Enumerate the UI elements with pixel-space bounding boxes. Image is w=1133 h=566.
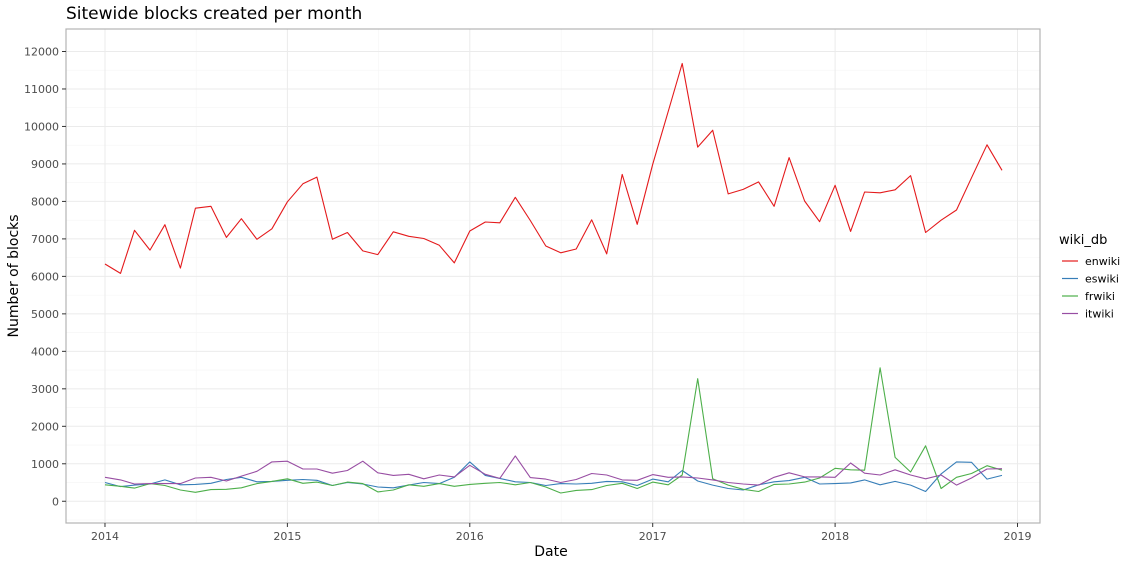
legend-label-eswiki: eswiki: [1085, 273, 1119, 286]
series-lines: [104, 62, 1003, 494]
y-tick-label: 1000: [31, 458, 59, 471]
y-tick-label: 8000: [31, 195, 59, 208]
y-tick-label: 9000: [31, 158, 59, 171]
y-tick-label: 7000: [31, 233, 59, 246]
x-axis-title: Date: [534, 544, 567, 560]
y-tick-label: 3000: [31, 383, 59, 396]
major-gridlines: [66, 29, 1040, 523]
legend: wiki_db enwiki eswiki frwiki itwiki: [1059, 233, 1120, 321]
y-tick-label: 0: [52, 495, 59, 508]
y-tick-label: 10000: [24, 120, 59, 133]
legend-items: enwiki eswiki frwiki itwiki: [1062, 255, 1120, 321]
y-tick-label: 11000: [24, 83, 59, 96]
x-tick-label: 2015: [273, 530, 301, 543]
legend-label-itwiki: itwiki: [1085, 308, 1114, 321]
x-tick-label: 2018: [821, 530, 849, 543]
y-axis-title: Number of blocks: [6, 214, 22, 337]
x-tick-label: 2016: [456, 530, 484, 543]
chart-title: Sitewide blocks created per month: [66, 4, 362, 24]
series-line-eswiki: [104, 461, 1003, 493]
x-axis-ticks: 2014 2015 2016 2017 2018 2019: [91, 523, 1032, 543]
y-tick-label: 6000: [31, 270, 59, 283]
y-axis-ticks: 0 1000 2000 3000 4000 5000 6000 7000 8000 9000 100…: [24, 45, 66, 508]
y-tick-label: 4000: [31, 345, 59, 358]
legend-label-enwiki: enwiki: [1085, 255, 1120, 268]
y-tick-label: 12000: [24, 45, 59, 58]
x-tick-label: 2019: [1004, 530, 1032, 543]
series-line-frwiki: [104, 367, 1003, 494]
y-tick-label: 2000: [31, 420, 59, 433]
series-line-enwiki: [104, 62, 1003, 274]
y-tick-label: 5000: [31, 308, 59, 321]
x-tick-label: 2017: [639, 530, 667, 543]
legend-label-frwiki: frwiki: [1085, 290, 1115, 303]
legend-title: wiki_db: [1059, 233, 1107, 248]
series-line-itwiki: [104, 455, 1003, 486]
x-tick-label: 2014: [91, 530, 119, 543]
